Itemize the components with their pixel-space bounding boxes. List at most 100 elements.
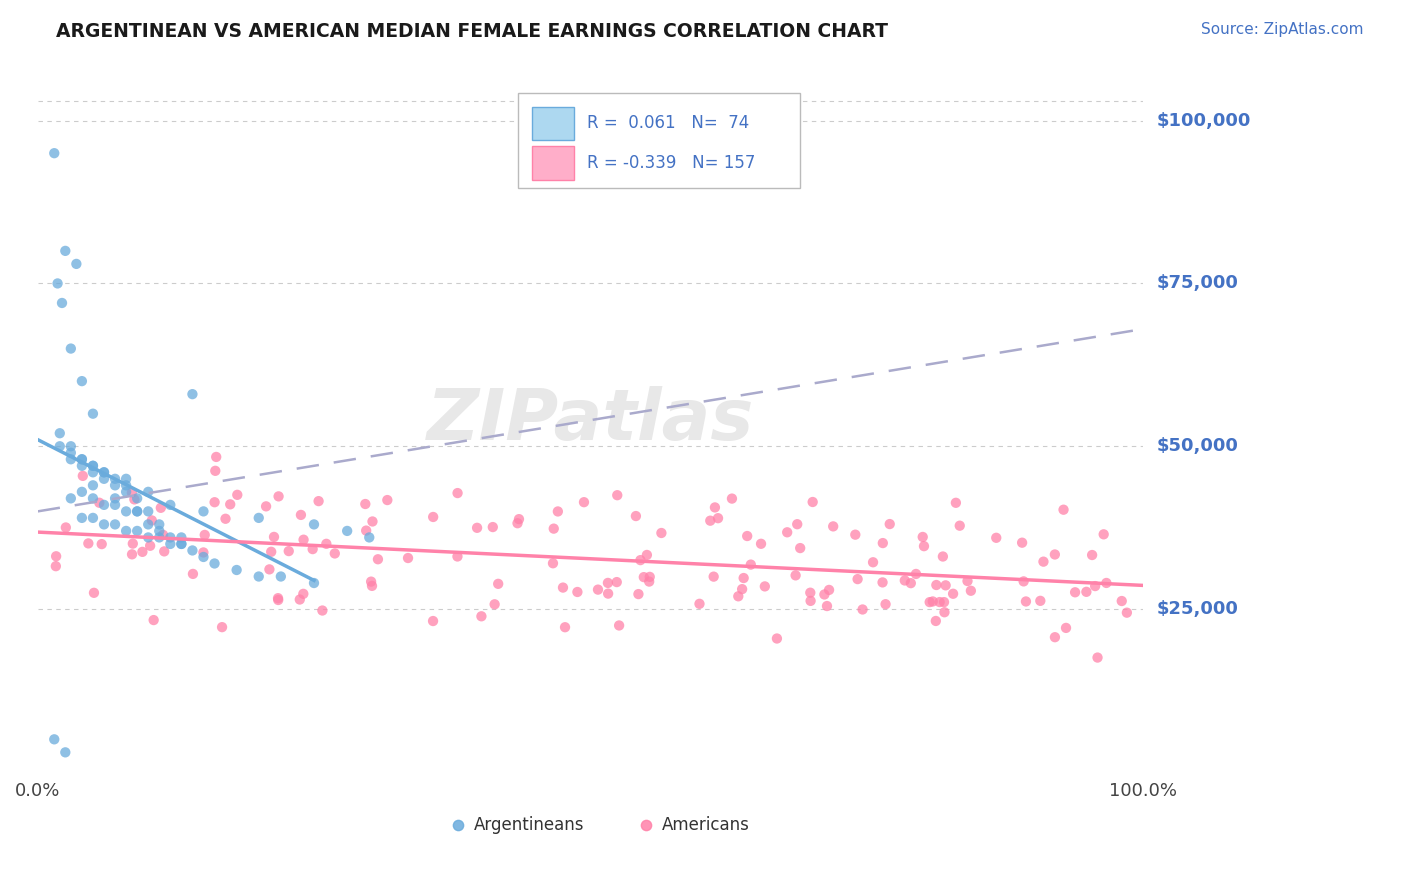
- Point: [127, 504, 149, 518]
- Point: [204, 557, 226, 571]
- Point: [932, 549, 955, 564]
- Point: [267, 489, 290, 503]
- Point: [323, 546, 346, 560]
- Point: [70, 511, 93, 525]
- Point: [170, 531, 193, 545]
- Text: $25,000: $25,000: [1156, 600, 1239, 618]
- Point: [921, 594, 943, 608]
- Point: [934, 605, 956, 619]
- Bar: [531, 146, 574, 179]
- Point: [367, 552, 389, 566]
- Point: [65, 257, 87, 271]
- Point: [205, 450, 228, 464]
- Point: [360, 574, 382, 589]
- Point: [918, 595, 941, 609]
- Point: [1015, 594, 1038, 608]
- Point: [354, 497, 377, 511]
- Point: [354, 524, 377, 538]
- Point: [77, 536, 100, 550]
- Point: [292, 533, 315, 547]
- Point: [844, 527, 866, 541]
- Point: [935, 578, 957, 592]
- Point: [543, 522, 565, 536]
- Point: [606, 488, 628, 502]
- Point: [911, 530, 934, 544]
- Point: [986, 531, 1008, 545]
- Point: [547, 504, 569, 518]
- Point: [159, 531, 181, 545]
- Point: [638, 574, 661, 589]
- Point: [586, 582, 609, 597]
- Point: [136, 531, 159, 545]
- Point: [149, 500, 172, 515]
- Point: [689, 597, 711, 611]
- Point: [270, 569, 292, 583]
- Point: [59, 491, 82, 506]
- Point: [703, 569, 725, 583]
- FancyBboxPatch shape: [519, 93, 800, 188]
- Point: [290, 508, 312, 522]
- Point: [1092, 527, 1115, 541]
- Point: [45, 549, 67, 564]
- Point: [361, 515, 384, 529]
- Point: [470, 609, 492, 624]
- Point: [851, 602, 873, 616]
- Point: [862, 555, 884, 569]
- Point: [1043, 630, 1066, 644]
- Point: [554, 620, 576, 634]
- Point: [815, 599, 838, 613]
- Point: [636, 548, 658, 562]
- Point: [247, 511, 270, 525]
- Point: [204, 464, 226, 478]
- Point: [945, 496, 967, 510]
- Point: [727, 590, 749, 604]
- Point: [315, 537, 337, 551]
- Point: [136, 504, 159, 518]
- Point: [607, 618, 630, 632]
- Point: [650, 526, 672, 541]
- Point: [259, 562, 281, 576]
- Point: [928, 595, 950, 609]
- Point: [59, 452, 82, 467]
- Point: [82, 407, 104, 421]
- Point: [104, 472, 127, 486]
- Text: Source: ZipAtlas.com: Source: ZipAtlas.com: [1201, 22, 1364, 37]
- Point: [942, 587, 965, 601]
- Point: [1115, 606, 1137, 620]
- Point: [44, 732, 66, 747]
- Point: [148, 524, 170, 538]
- Point: [193, 545, 215, 559]
- Point: [872, 536, 894, 550]
- Point: [446, 486, 468, 500]
- Point: [699, 514, 721, 528]
- Point: [465, 521, 488, 535]
- Point: [152, 528, 174, 542]
- Text: $75,000: $75,000: [1156, 275, 1239, 293]
- Point: [277, 544, 299, 558]
- Point: [194, 528, 217, 542]
- Point: [90, 537, 112, 551]
- Point: [82, 458, 104, 473]
- Text: $50,000: $50,000: [1156, 437, 1239, 455]
- Point: [82, 465, 104, 479]
- Point: [567, 585, 589, 599]
- Point: [82, 458, 104, 473]
- Point: [638, 570, 661, 584]
- Point: [292, 587, 315, 601]
- Point: [823, 519, 845, 533]
- Point: [53, 745, 76, 759]
- Point: [70, 484, 93, 499]
- Point: [484, 597, 506, 611]
- Point: [49, 439, 72, 453]
- Point: [949, 518, 972, 533]
- Point: [214, 512, 236, 526]
- Point: [45, 559, 67, 574]
- Point: [627, 587, 650, 601]
- Point: [153, 544, 176, 558]
- Point: [799, 585, 821, 599]
- Point: [846, 572, 869, 586]
- Point: [912, 539, 935, 553]
- Point: [1081, 548, 1104, 562]
- Point: [53, 244, 76, 258]
- Point: [776, 525, 799, 540]
